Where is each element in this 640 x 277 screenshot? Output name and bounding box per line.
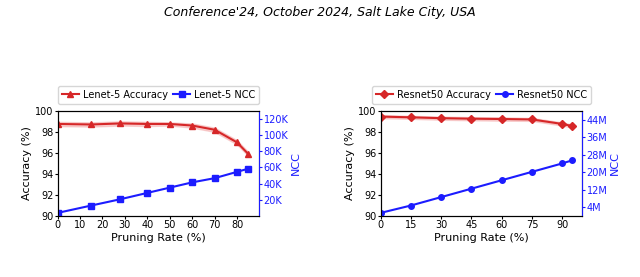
Y-axis label: NCC: NCC [610,152,620,175]
Y-axis label: Accuracy (%): Accuracy (%) [22,127,32,200]
Lenet-5 NCC [166,186,173,189]
Line: Lenet-5 NCC: Lenet-5 NCC [55,166,251,216]
Lenet-5 NCC [54,211,61,215]
Resnet50 Accuracy [468,117,476,120]
Resnet50 Accuracy [377,115,385,118]
Lenet-5 Accuracy [211,128,218,131]
X-axis label: Pruning Rate (%): Pruning Rate (%) [434,233,529,243]
Lenet-5 Accuracy [143,122,151,126]
Resnet50 NCC [558,162,566,165]
Lenet-5 Accuracy [244,152,252,156]
Line: Resnet50 NCC: Resnet50 NCC [378,158,575,216]
Lenet-5 Accuracy [166,122,173,126]
Resnet50 NCC [498,179,506,182]
Lenet-5 Accuracy [188,124,196,127]
Legend: Resnet50 Accuracy, Resnet50 NCC: Resnet50 Accuracy, Resnet50 NCC [372,86,591,104]
Y-axis label: Accuracy (%): Accuracy (%) [345,127,355,200]
Resnet50 Accuracy [568,124,576,128]
Lenet-5 NCC [116,198,124,201]
Resnet50 NCC [468,187,476,190]
Resnet50 Accuracy [407,116,415,119]
Resnet50 NCC [528,170,536,173]
Lenet-5 NCC [211,176,218,180]
Text: Conference'24, October 2024, Salt Lake City, USA: Conference'24, October 2024, Salt Lake C… [164,6,476,19]
Legend: Lenet-5 Accuracy, Lenet-5 NCC: Lenet-5 Accuracy, Lenet-5 NCC [58,86,259,104]
Lenet-5 Accuracy [88,123,95,126]
X-axis label: Pruning Rate (%): Pruning Rate (%) [111,233,206,243]
Resnet50 Accuracy [437,117,445,120]
Lenet-5 NCC [188,181,196,184]
Lenet-5 NCC [233,170,241,173]
Lenet-5 Accuracy [116,122,124,125]
Y-axis label: NCC: NCC [291,152,301,175]
Lenet-5 Accuracy [233,141,241,144]
Lenet-5 NCC [244,167,252,170]
Resnet50 Accuracy [528,118,536,121]
Resnet50 NCC [377,211,385,215]
Lenet-5 NCC [88,204,95,207]
Lenet-5 Accuracy [54,122,61,126]
Resnet50 NCC [568,159,576,162]
Resnet50 NCC [407,204,415,207]
Line: Lenet-5 Accuracy: Lenet-5 Accuracy [55,121,251,157]
Line: Resnet50 Accuracy: Resnet50 Accuracy [378,114,575,129]
Resnet50 NCC [437,196,445,199]
Lenet-5 NCC [143,191,151,194]
Resnet50 Accuracy [498,117,506,121]
Resnet50 Accuracy [558,122,566,126]
